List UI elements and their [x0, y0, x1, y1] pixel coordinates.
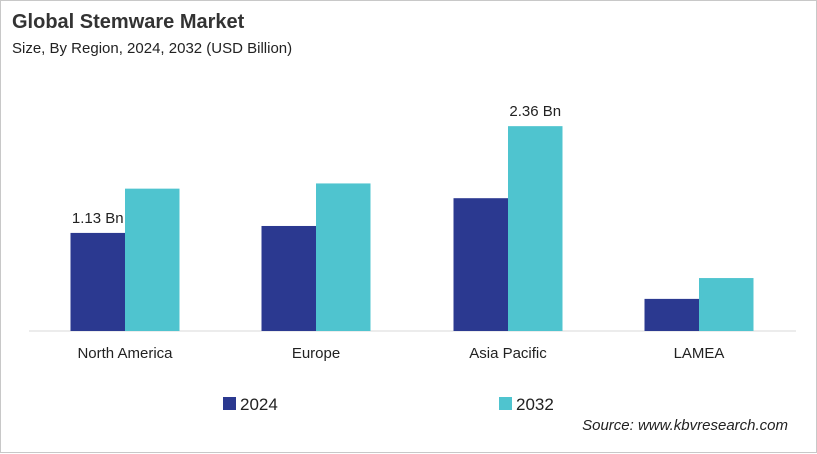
source-note: Source: www.kbvresearch.com: [582, 417, 788, 434]
bar-2032-lamea: [699, 278, 754, 331]
chart-title: Global Stemware Market: [12, 11, 245, 33]
x-tick-label: Europe: [292, 345, 340, 362]
legend-swatch-2032: [499, 397, 512, 410]
x-tick-label: LAMEA: [674, 345, 725, 362]
legend-swatch-2024: [223, 397, 236, 410]
x-tick-label: Asia Pacific: [469, 345, 547, 362]
legend-label-2024: 2024: [240, 395, 278, 414]
x-tick-label: North America: [77, 345, 173, 362]
bar-2032-north-america: [125, 188, 180, 331]
data-label: 1.13 Bn: [72, 210, 124, 227]
bar-2024-europe: [261, 225, 316, 331]
bar-2024-lamea: [644, 298, 699, 331]
bar-2024-north-america: [70, 232, 125, 331]
bar-2024-asia-pacific: [453, 198, 508, 331]
bar-2032-europe: [316, 183, 371, 331]
chart-subtitle: Size, By Region, 2024, 2032 (USD Billion…: [12, 40, 293, 57]
bar-2032-asia-pacific: [508, 126, 563, 331]
data-label: 2.36 Bn: [509, 103, 561, 120]
legend-label-2032: 2032: [516, 395, 554, 414]
